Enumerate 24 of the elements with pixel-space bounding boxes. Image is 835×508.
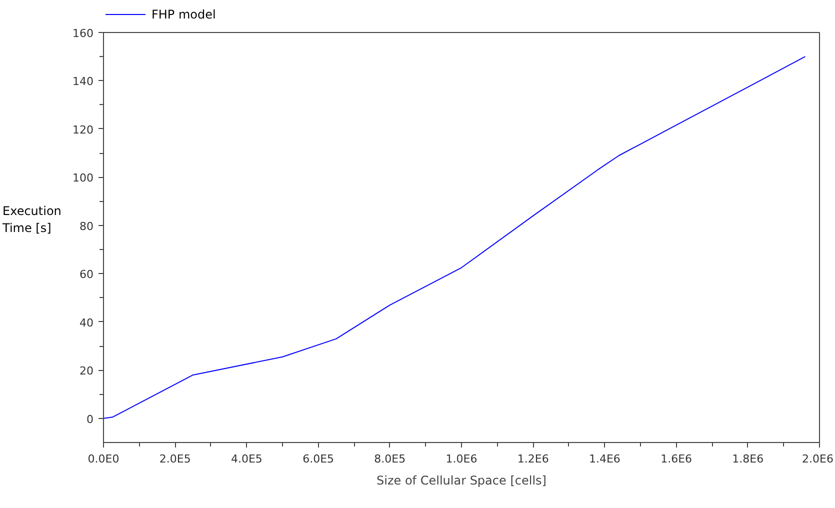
x-tick-label: 0.0E0 (88, 452, 120, 466)
x-tick-label: 1.8E6 (732, 452, 764, 466)
y-tick-label: 60 (80, 268, 94, 282)
x-tick-label: 4.0E5 (230, 452, 262, 466)
line-series (104, 56, 806, 419)
y-tick-label: 100 (72, 172, 94, 185)
y-axis-title: Execution Time [s] (2, 204, 62, 235)
x-tick-label: 8.0E5 (374, 452, 406, 466)
y-tick-label: 140 (72, 75, 94, 88)
x-tick-label: 2.0E6 (802, 452, 834, 466)
x-tick-label: 1.0E6 (446, 452, 478, 466)
x-tick-label: 2.0E5 (159, 452, 191, 466)
y-tick-label: 20 (80, 364, 94, 378)
x-tick-label: 1.2E6 (517, 452, 549, 466)
x-tick-label: 1.6E6 (660, 452, 692, 466)
y-tick-label: 40 (80, 316, 94, 330)
y-tick-label: 160 (72, 27, 94, 40)
x-tick-label: 1.4E6 (588, 452, 620, 466)
y-tick-label: 0 (86, 412, 94, 426)
y-tick-label: 120 (72, 123, 94, 136)
x-axis-title: Size of Cellular Space [cells] (376, 474, 546, 488)
legend-label: FHP model (152, 8, 216, 22)
x-tick-label: 6.0E5 (302, 452, 334, 466)
y-tick-label: 80 (80, 220, 94, 233)
